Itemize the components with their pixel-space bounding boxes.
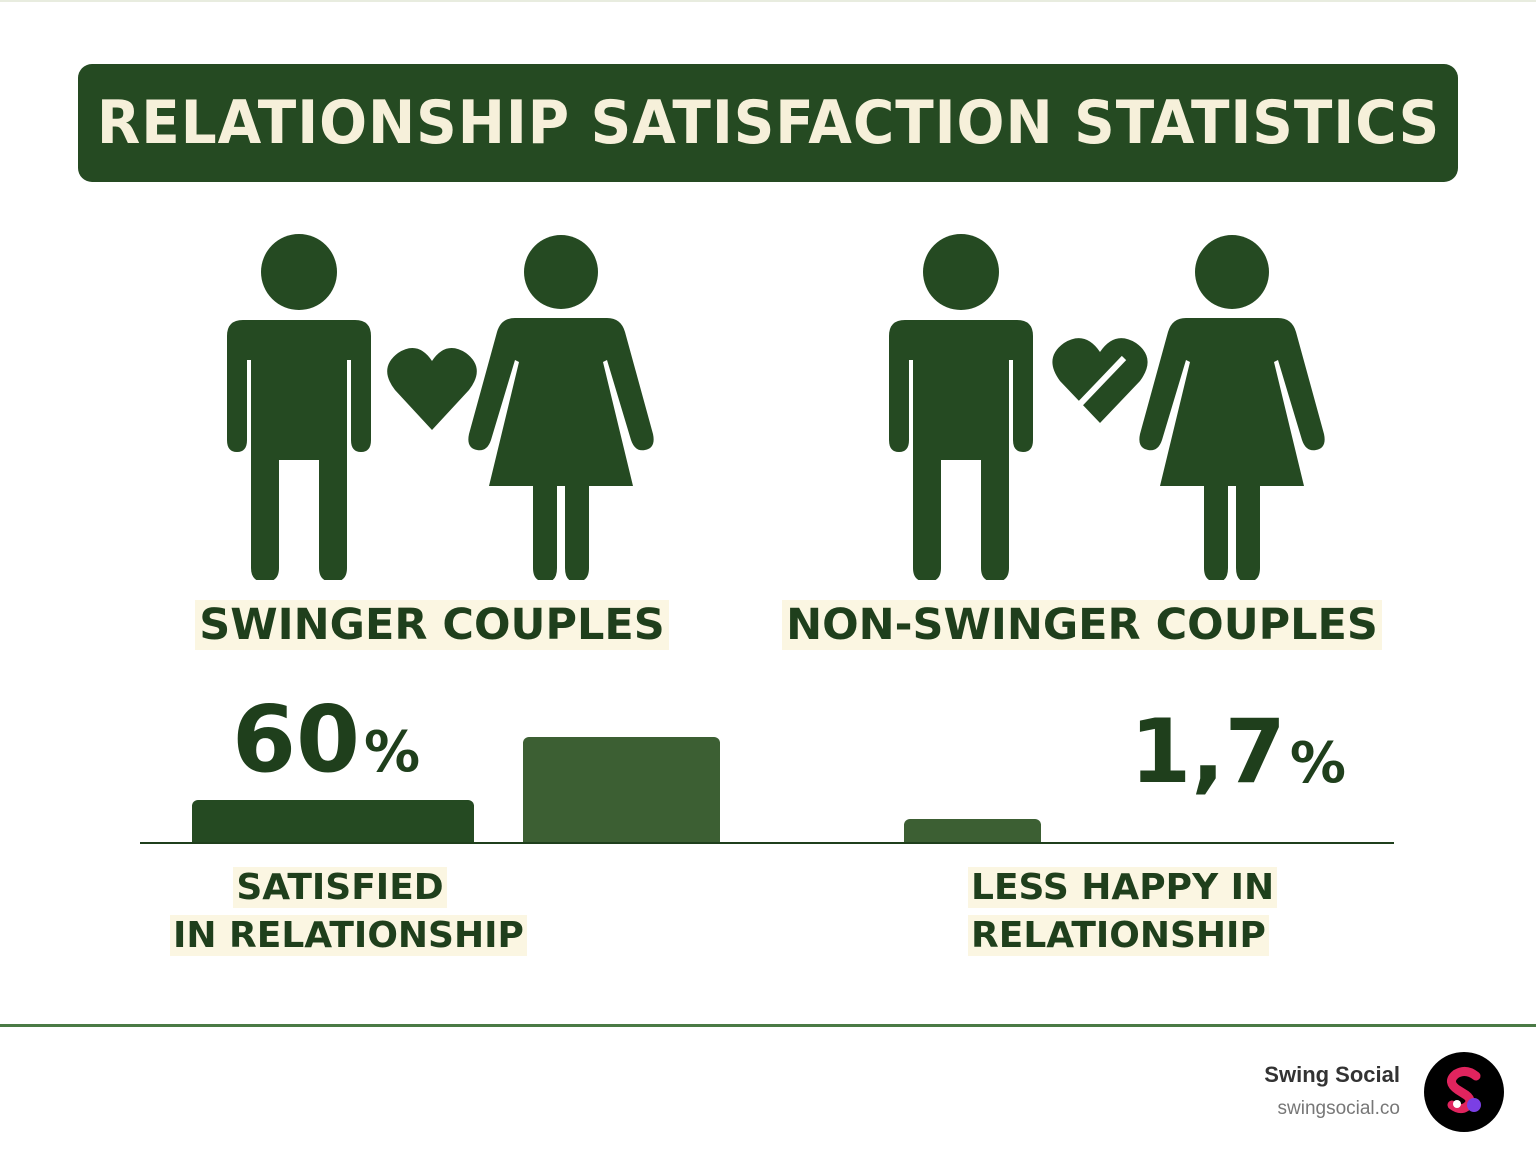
group-label-swinger: SWINGER COUPLES: [180, 598, 684, 652]
bar-swinger-satisfied: [192, 800, 474, 842]
woman-icon: [1139, 235, 1325, 580]
page-title: RELATIONSHIP SATISFACTION STATISTICS: [96, 88, 1440, 158]
couple-figures: [0, 220, 1536, 580]
brand-logo-icon: [1424, 1052, 1504, 1132]
swinger-couple: [227, 234, 654, 580]
figures-svg: [227, 234, 1325, 580]
brand-name: Swing Social: [1264, 1062, 1400, 1087]
stat-value: 60: [232, 686, 361, 793]
stat-unit: %: [364, 720, 421, 785]
broken-heart-icon: [1052, 338, 1148, 423]
woman-icon: [468, 235, 654, 580]
man-icon: [889, 234, 1033, 580]
top-rule: [0, 0, 1536, 2]
man-icon: [227, 234, 371, 580]
caption-non-swinger: LESS HAPPY IN RELATIONSHIP: [968, 864, 1288, 960]
stat-swinger: 60%: [232, 686, 420, 793]
group-label-non-swinger: NON-SWINGER COUPLES: [780, 598, 1384, 652]
heart-icon: [387, 348, 477, 430]
stat-non-swinger: 1,7%: [1130, 700, 1346, 803]
bar-swinger-secondary: [523, 737, 720, 842]
non-swinger-couple: [889, 234, 1325, 580]
footer-divider: [0, 1024, 1536, 1027]
title-banner: RELATIONSHIP SATISFACTION STATISTICS: [78, 64, 1458, 182]
stat-unit: %: [1289, 731, 1346, 796]
bar-non-swinger: [904, 819, 1041, 842]
brand-url: swingsocial.co: [1277, 1098, 1401, 1119]
stat-value: 1,7: [1130, 700, 1286, 803]
chart-baseline: [140, 842, 1394, 844]
caption-swinger: SATISFIED IN RELATIONSHIP: [170, 864, 527, 960]
